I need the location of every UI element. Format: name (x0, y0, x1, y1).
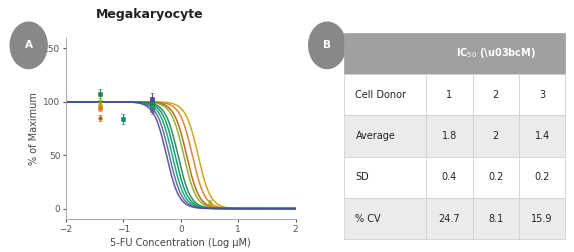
Bar (344, 74, 426, 115)
Text: A: A (25, 40, 33, 50)
Text: 0.2: 0.2 (488, 172, 503, 182)
Text: 1.4: 1.4 (534, 131, 550, 141)
Text: 1.8: 1.8 (442, 131, 457, 141)
Text: % CV: % CV (355, 214, 381, 224)
Bar (472, 74, 519, 115)
Text: IC$_{50}$ (\u03bcM): IC$_{50}$ (\u03bcM) (456, 46, 536, 60)
Text: 2: 2 (492, 131, 499, 141)
Bar (344, 198, 426, 239)
Bar (426, 33, 565, 74)
Bar (519, 74, 565, 115)
Text: SD: SD (355, 172, 369, 182)
Text: B: B (323, 40, 331, 50)
Text: 24.7: 24.7 (439, 214, 460, 224)
Text: 1: 1 (447, 90, 452, 100)
Text: Megakaryocyte: Megakaryocyte (95, 8, 203, 21)
Circle shape (309, 22, 346, 69)
Bar (426, 157, 472, 198)
Text: 3: 3 (539, 90, 545, 100)
Text: 0.2: 0.2 (534, 172, 550, 182)
Bar (426, 115, 472, 157)
Bar (344, 157, 426, 198)
Text: 15.9: 15.9 (532, 214, 553, 224)
Y-axis label: % of Maximum: % of Maximum (29, 92, 39, 165)
Bar (519, 115, 565, 157)
Bar (472, 115, 519, 157)
Text: 2: 2 (492, 90, 499, 100)
Bar (344, 33, 426, 74)
Circle shape (10, 22, 47, 69)
Bar (472, 198, 519, 239)
Text: Average: Average (355, 131, 395, 141)
Bar (344, 115, 426, 157)
Bar (519, 198, 565, 239)
Text: 8.1: 8.1 (488, 214, 503, 224)
Bar (426, 74, 472, 115)
Bar (426, 198, 472, 239)
Text: 0.4: 0.4 (442, 172, 457, 182)
X-axis label: 5-FU Concentration (Log μM): 5-FU Concentration (Log μM) (110, 238, 251, 248)
Text: Cell Donor: Cell Donor (355, 90, 406, 100)
Bar (519, 157, 565, 198)
Bar (472, 157, 519, 198)
